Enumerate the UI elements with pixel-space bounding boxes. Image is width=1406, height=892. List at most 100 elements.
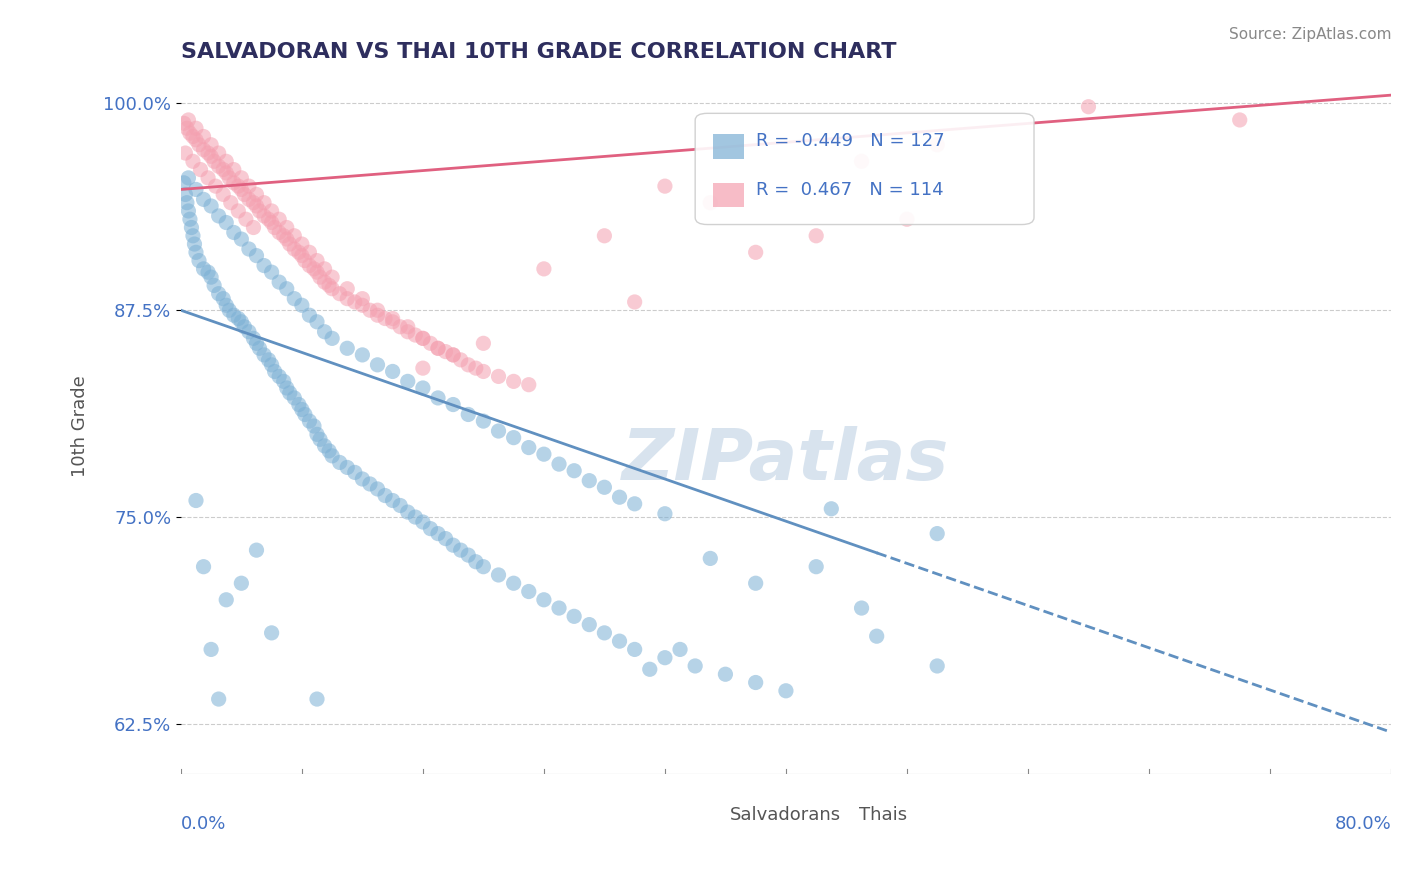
Thais [927, 137, 949, 152]
Salvadorans [215, 592, 238, 607]
Salvadorans [820, 501, 842, 516]
Thais [298, 245, 321, 260]
Salvadorans [321, 449, 343, 463]
Salvadorans [276, 381, 298, 395]
Thais [174, 146, 197, 161]
Thais [464, 361, 486, 376]
Thais [314, 261, 336, 276]
Thais [502, 375, 524, 389]
Salvadorans [222, 308, 245, 322]
Thais [366, 303, 388, 318]
Thais [231, 182, 253, 196]
Salvadorans [283, 292, 305, 306]
Thais [173, 116, 195, 130]
Salvadorans [231, 315, 253, 329]
Thais [654, 179, 676, 194]
Salvadorans [231, 232, 253, 246]
Text: SALVADORAN VS THAI 10TH GRADE CORRELATION CHART: SALVADORAN VS THAI 10TH GRADE CORRELATIO… [181, 42, 897, 62]
Salvadorans [654, 507, 676, 521]
Salvadorans [609, 490, 631, 504]
Thais [472, 364, 495, 378]
Thais [215, 166, 238, 180]
Salvadorans [343, 466, 366, 480]
Salvadorans [419, 522, 441, 536]
Text: Source: ZipAtlas.com: Source: ZipAtlas.com [1229, 27, 1392, 42]
Thais [228, 179, 250, 194]
FancyBboxPatch shape [695, 113, 1033, 225]
Thais [336, 292, 359, 306]
Salvadorans [233, 319, 256, 334]
Thais [190, 162, 212, 177]
Thais [291, 249, 314, 263]
Thais [291, 237, 314, 252]
Thais [412, 331, 434, 345]
Salvadorans [623, 497, 645, 511]
Thais [245, 199, 267, 213]
Salvadorans [744, 576, 766, 591]
Thais [222, 162, 245, 177]
Salvadorans [472, 559, 495, 574]
Thais [235, 212, 257, 227]
Salvadorans [502, 576, 524, 591]
Thais [302, 261, 325, 276]
Thais [288, 245, 311, 260]
Salvadorans [381, 493, 404, 508]
Salvadorans [321, 331, 343, 345]
Salvadorans [412, 381, 434, 395]
Thais [242, 195, 264, 210]
Salvadorans [488, 424, 510, 438]
Salvadorans [359, 477, 381, 491]
Salvadorans [177, 170, 200, 185]
Salvadorans [314, 325, 336, 339]
Thais [699, 195, 721, 210]
Text: 80.0%: 80.0% [1334, 815, 1391, 833]
Text: R = -0.449   N = 127: R = -0.449 N = 127 [755, 132, 945, 150]
Salvadorans [298, 308, 321, 322]
Thais [533, 261, 555, 276]
Thais [427, 341, 450, 355]
Thais [188, 137, 211, 152]
Salvadorans [396, 505, 419, 519]
Salvadorans [228, 311, 250, 326]
Y-axis label: 10th Grade: 10th Grade [72, 376, 89, 477]
Salvadorans [294, 408, 316, 422]
Text: ZIPatlas: ZIPatlas [623, 426, 949, 495]
Salvadorans [181, 228, 204, 243]
Thais [283, 228, 305, 243]
Salvadorans [374, 489, 396, 503]
Salvadorans [242, 331, 264, 345]
Thais [283, 242, 305, 256]
Thais [434, 344, 457, 359]
Salvadorans [238, 325, 260, 339]
Thais [179, 126, 201, 140]
Salvadorans [404, 510, 426, 524]
Salvadorans [744, 675, 766, 690]
Salvadorans [184, 245, 207, 260]
Salvadorans [638, 662, 661, 676]
FancyBboxPatch shape [713, 134, 744, 159]
Salvadorans [381, 364, 404, 378]
Salvadorans [336, 460, 359, 475]
Thais [200, 137, 222, 152]
Salvadorans [366, 482, 388, 496]
Salvadorans [188, 253, 211, 268]
Salvadorans [298, 414, 321, 428]
Thais [193, 129, 215, 144]
Salvadorans [183, 237, 205, 252]
Thais [488, 369, 510, 384]
Thais [242, 220, 264, 235]
Salvadorans [927, 659, 949, 673]
Thais [260, 204, 283, 219]
Thais [202, 154, 225, 169]
Salvadorans [669, 642, 692, 657]
Salvadorans [269, 369, 291, 384]
Salvadorans [176, 195, 198, 210]
Salvadorans [200, 270, 222, 285]
Thais [245, 187, 267, 202]
Thais [208, 159, 231, 173]
Thais [1077, 100, 1099, 114]
Salvadorans [184, 493, 207, 508]
Salvadorans [174, 187, 197, 202]
Thais [294, 253, 316, 268]
Thais [804, 228, 827, 243]
